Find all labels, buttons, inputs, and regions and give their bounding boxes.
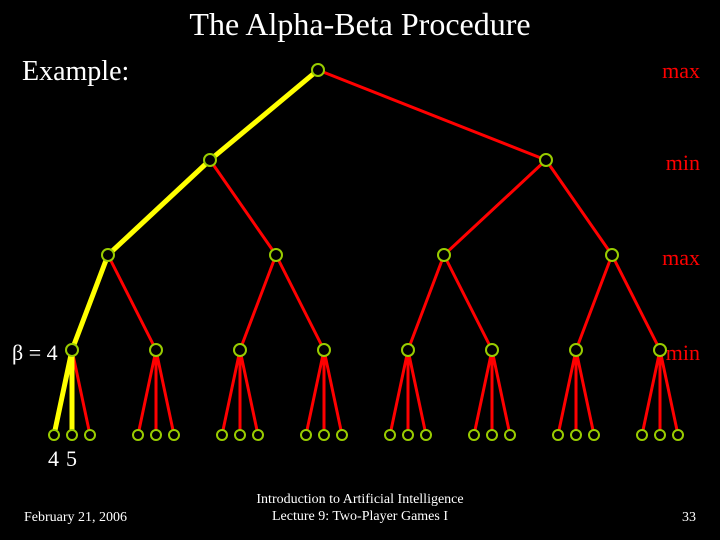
leaf-value-1: 5: [66, 446, 77, 472]
footer-center: Introduction to Artificial Intelligence …: [0, 492, 720, 526]
slide: The Alpha-Beta Procedure Example: max mi…: [0, 0, 720, 540]
footer-page: 33: [682, 510, 696, 526]
footer-line2: Lecture 9: Two-Player Games I: [272, 509, 448, 524]
leaf-value-0: 4: [48, 446, 59, 472]
game-tree: [0, 0, 720, 540]
footer-line1: Introduction to Artificial Intelligence: [256, 492, 463, 507]
